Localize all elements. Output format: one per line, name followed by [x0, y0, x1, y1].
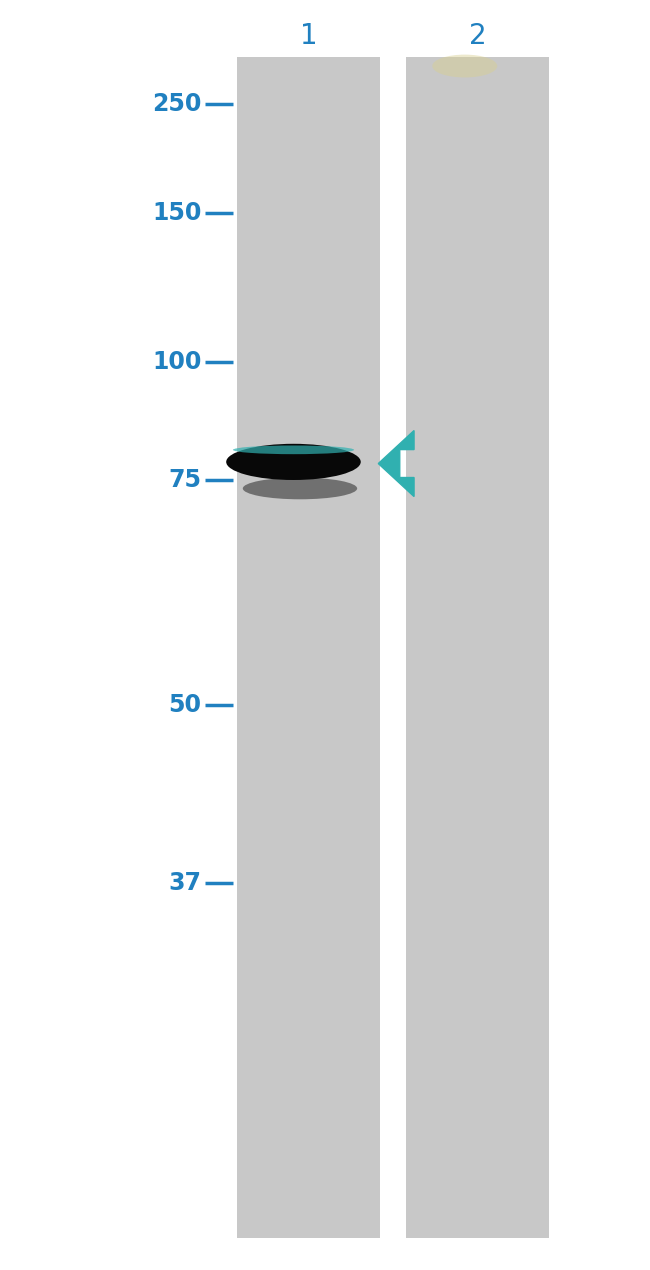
Text: 250: 250 [152, 93, 202, 116]
Ellipse shape [432, 55, 497, 77]
Text: 1: 1 [300, 22, 318, 50]
Ellipse shape [233, 446, 354, 455]
Text: 75: 75 [168, 469, 202, 491]
Text: 50: 50 [168, 693, 202, 716]
Text: 37: 37 [168, 871, 202, 894]
FancyArrow shape [378, 431, 414, 497]
Bar [237, 57, 380, 1238]
Ellipse shape [226, 443, 361, 480]
Ellipse shape [243, 478, 357, 499]
Text: 100: 100 [152, 351, 202, 373]
Bar [406, 57, 549, 1238]
Text: 2: 2 [469, 22, 487, 50]
Text: 150: 150 [152, 202, 202, 225]
